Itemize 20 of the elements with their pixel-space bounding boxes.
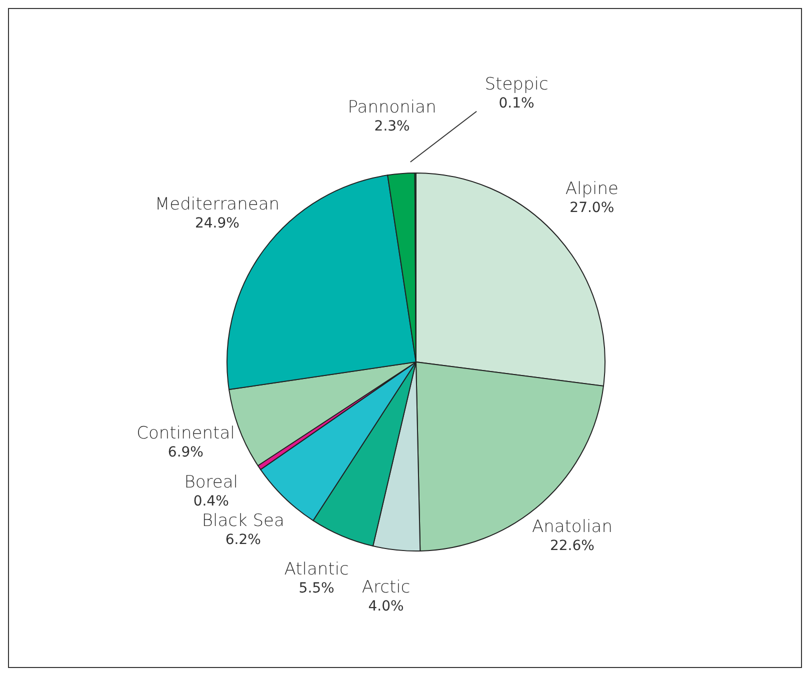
data-label: 2.3% xyxy=(374,118,410,135)
data-label: 5.5% xyxy=(298,580,334,597)
data-label: 24.9% xyxy=(194,216,240,232)
slice-label: Mediterranean xyxy=(154,194,280,215)
data-label: 6.2% xyxy=(225,532,261,548)
data-label: 22.6% xyxy=(550,538,594,554)
slice-label: Atlantic xyxy=(284,560,349,580)
data-label: 4.0% xyxy=(368,598,404,615)
slice-label: Pannonian xyxy=(348,98,436,118)
slice-label: Boreal xyxy=(184,472,238,493)
slice-label: Anatolian xyxy=(532,517,612,538)
slice-label: Steppic xyxy=(484,74,548,94)
data-label: 27.0% xyxy=(570,200,614,216)
slice-label: Alpine xyxy=(565,178,618,199)
slice-label: Continental xyxy=(136,424,235,444)
slice-label: Arctic xyxy=(362,578,410,598)
slice-label: Black Sea xyxy=(202,510,284,531)
data-label: 6.9% xyxy=(168,444,204,461)
data-label: 0.1% xyxy=(498,95,534,112)
data-label: 0.4% xyxy=(193,494,229,510)
